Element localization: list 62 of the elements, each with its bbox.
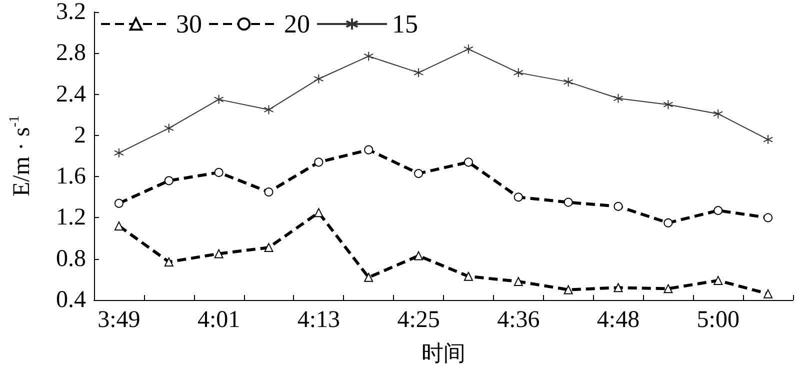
x-tick-label: 4:01 xyxy=(197,307,240,333)
point xyxy=(564,198,573,207)
point xyxy=(714,276,723,285)
point xyxy=(713,108,724,119)
point xyxy=(764,213,773,222)
point xyxy=(164,123,174,134)
point xyxy=(364,51,374,62)
point xyxy=(613,93,624,104)
point xyxy=(264,243,274,252)
legend-label: 30 xyxy=(176,10,202,38)
legend-label: 15 xyxy=(392,10,418,38)
point xyxy=(463,44,474,54)
point xyxy=(414,251,424,260)
point xyxy=(763,134,774,145)
y-tick-label: 2 xyxy=(74,122,86,148)
y-tick-label: 2.8 xyxy=(56,40,86,66)
point xyxy=(264,188,274,196)
y-axis-title: E/m · s-1 xyxy=(8,116,35,196)
point xyxy=(364,272,374,282)
x-tick-label: 4:36 xyxy=(497,307,540,333)
y-tick-label: 0.8 xyxy=(56,246,86,272)
point xyxy=(364,145,374,154)
point xyxy=(114,148,124,158)
point xyxy=(114,198,124,208)
point xyxy=(664,284,673,294)
point xyxy=(664,218,673,228)
point xyxy=(214,168,224,177)
x-tick-label: 4:48 xyxy=(596,307,640,333)
point xyxy=(264,104,274,115)
point xyxy=(563,76,574,87)
point xyxy=(214,94,224,104)
point xyxy=(614,202,623,211)
point xyxy=(314,158,324,167)
point xyxy=(514,276,523,286)
legend-label: 20 xyxy=(284,10,310,38)
point xyxy=(114,221,124,230)
point xyxy=(514,192,523,202)
point xyxy=(414,168,424,178)
x-tick-label: 3:49 xyxy=(98,307,140,333)
point xyxy=(564,285,573,294)
point xyxy=(164,176,174,186)
y-tick-label: 1.2 xyxy=(56,204,86,231)
y-tick-label: 1.6 xyxy=(56,164,86,190)
point xyxy=(214,249,224,258)
y-tick-label: 2.4 xyxy=(56,81,86,108)
x-tick-label: 4:13 xyxy=(297,307,340,333)
y-tick-label: 3.2 xyxy=(56,0,86,25)
point xyxy=(314,208,324,218)
x-tick-label: 5:00 xyxy=(696,307,740,333)
point xyxy=(414,68,424,78)
point xyxy=(513,68,524,78)
x-tick-label: 4:25 xyxy=(397,307,440,333)
point xyxy=(314,74,324,84)
point xyxy=(464,158,473,167)
x-axis-title: 时间 xyxy=(422,340,466,366)
point xyxy=(164,257,174,266)
point xyxy=(614,283,623,292)
y-tick-label: 0.4 xyxy=(56,287,86,313)
point xyxy=(764,289,773,298)
point xyxy=(714,206,723,216)
point xyxy=(663,100,674,110)
point xyxy=(464,272,473,281)
